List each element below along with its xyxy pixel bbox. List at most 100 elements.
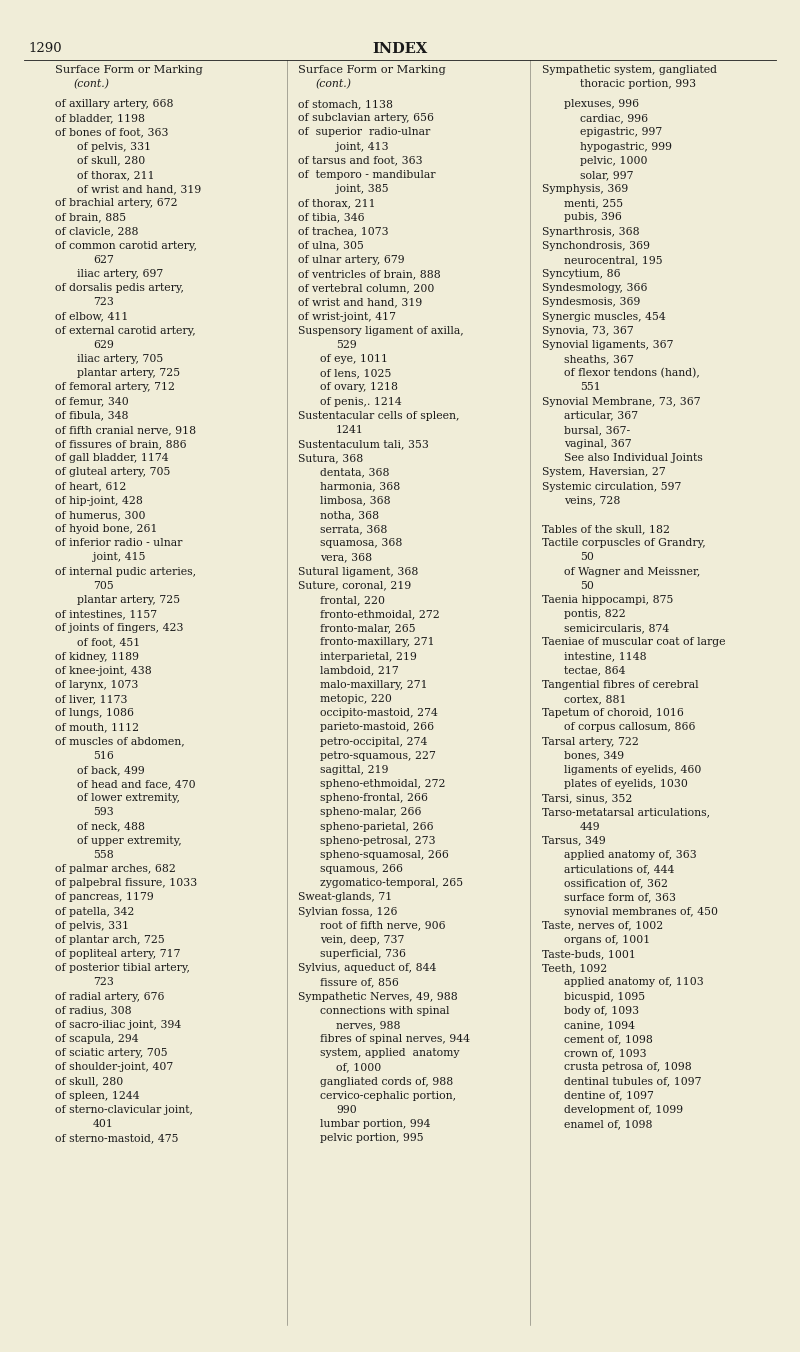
Text: 723: 723 — [93, 297, 114, 307]
Text: of ventricles of brain, 888: of ventricles of brain, 888 — [298, 269, 441, 279]
Text: of radius, 308: of radius, 308 — [55, 1006, 132, 1015]
Text: of scapula, 294: of scapula, 294 — [55, 1034, 138, 1044]
Text: Syncytium, 86: Syncytium, 86 — [542, 269, 621, 279]
Text: cement of, 1098: cement of, 1098 — [564, 1034, 653, 1044]
Text: neurocentral, 195: neurocentral, 195 — [564, 254, 662, 265]
Text: 723: 723 — [93, 977, 114, 987]
Text: of external carotid artery,: of external carotid artery, — [55, 326, 196, 335]
Text: occipito-mastoid, 274: occipito-mastoid, 274 — [320, 708, 438, 718]
Text: of tibia, 346: of tibia, 346 — [298, 212, 365, 222]
Text: 990: 990 — [336, 1105, 357, 1115]
Text: crusta petrosa of, 1098: crusta petrosa of, 1098 — [564, 1063, 692, 1072]
Text: of upper extremity,: of upper extremity, — [77, 836, 182, 845]
Text: of wrist and hand, 319: of wrist and hand, 319 — [298, 297, 422, 307]
Text: 593: 593 — [93, 807, 114, 818]
Text: frontal, 220: frontal, 220 — [320, 595, 385, 604]
Text: organs of, 1001: organs of, 1001 — [564, 934, 650, 945]
Text: of fissures of brain, 886: of fissures of brain, 886 — [55, 439, 186, 449]
Text: surface form of, 363: surface form of, 363 — [564, 892, 676, 902]
Text: development of, 1099: development of, 1099 — [564, 1105, 683, 1115]
Text: of brachial artery, 672: of brachial artery, 672 — [55, 199, 178, 208]
Text: of ulnar artery, 679: of ulnar artery, 679 — [298, 254, 405, 265]
Text: of plantar arch, 725: of plantar arch, 725 — [55, 934, 165, 945]
Text: of flexor tendons (hand),: of flexor tendons (hand), — [564, 368, 700, 379]
Text: joint, 415: joint, 415 — [93, 553, 146, 562]
Text: synovial membranes of, 450: synovial membranes of, 450 — [564, 906, 718, 917]
Text: 629: 629 — [93, 339, 114, 350]
Text: of femoral artery, 712: of femoral artery, 712 — [55, 383, 175, 392]
Text: of  superior  radio-ulnar: of superior radio-ulnar — [298, 127, 430, 138]
Text: Symphysis, 369: Symphysis, 369 — [542, 184, 628, 193]
Text: of internal pudic arteries,: of internal pudic arteries, — [55, 566, 196, 576]
Text: enamel of, 1098: enamel of, 1098 — [564, 1119, 653, 1129]
Text: of ovary, 1218: of ovary, 1218 — [320, 383, 398, 392]
Text: parieto-mastoid, 266: parieto-mastoid, 266 — [320, 722, 434, 733]
Text: of fifth cranial nerve, 918: of fifth cranial nerve, 918 — [55, 425, 196, 435]
Text: 551: 551 — [580, 383, 601, 392]
Text: of pelvis, 331: of pelvis, 331 — [77, 142, 151, 151]
Text: cervico-cephalic portion,: cervico-cephalic portion, — [320, 1091, 456, 1101]
Text: of palpebral fissure, 1033: of palpebral fissure, 1033 — [55, 879, 198, 888]
Text: metopic, 220: metopic, 220 — [320, 694, 392, 704]
Text: spheno-petrosal, 273: spheno-petrosal, 273 — [320, 836, 436, 845]
Text: of humerus, 300: of humerus, 300 — [55, 510, 146, 519]
Text: of penis,. 1214: of penis,. 1214 — [320, 396, 402, 407]
Text: vein, deep, 737: vein, deep, 737 — [320, 934, 404, 945]
Text: of head and face, 470: of head and face, 470 — [77, 779, 196, 790]
Text: Sylvius, aqueduct of, 844: Sylvius, aqueduct of, 844 — [298, 963, 436, 973]
Text: of tarsus and foot, 363: of tarsus and foot, 363 — [298, 155, 422, 166]
Text: of intestines, 1157: of intestines, 1157 — [55, 608, 157, 619]
Text: intestine, 1148: intestine, 1148 — [564, 652, 646, 661]
Text: plexuses, 996: plexuses, 996 — [564, 99, 639, 110]
Text: dentinal tubules of, 1097: dentinal tubules of, 1097 — [564, 1076, 702, 1087]
Text: squamous, 266: squamous, 266 — [320, 864, 403, 873]
Text: of joints of fingers, 423: of joints of fingers, 423 — [55, 623, 183, 633]
Text: Tapetum of choroid, 1016: Tapetum of choroid, 1016 — [542, 708, 684, 718]
Text: 1290: 1290 — [28, 42, 62, 55]
Text: of subclavian artery, 656: of subclavian artery, 656 — [298, 114, 434, 123]
Text: Syndesmosis, 369: Syndesmosis, 369 — [542, 297, 640, 307]
Text: root of fifth nerve, 906: root of fifth nerve, 906 — [320, 921, 446, 930]
Text: fibres of spinal nerves, 944: fibres of spinal nerves, 944 — [320, 1034, 470, 1044]
Text: of corpus callosum, 866: of corpus callosum, 866 — [564, 722, 695, 733]
Text: of, 1000: of, 1000 — [336, 1063, 382, 1072]
Text: of muscles of abdomen,: of muscles of abdomen, — [55, 737, 185, 746]
Text: cardiac, 996: cardiac, 996 — [580, 114, 648, 123]
Text: Synovial Membrane, 73, 367: Synovial Membrane, 73, 367 — [542, 396, 701, 407]
Text: dentine of, 1097: dentine of, 1097 — [564, 1091, 654, 1101]
Text: of pancreas, 1179: of pancreas, 1179 — [55, 892, 154, 902]
Text: Synchondrosis, 369: Synchondrosis, 369 — [542, 241, 650, 250]
Text: lambdoid, 217: lambdoid, 217 — [320, 665, 398, 676]
Text: of gluteal artery, 705: of gluteal artery, 705 — [55, 468, 170, 477]
Text: fissure of, 856: fissure of, 856 — [320, 977, 399, 987]
Text: bursal, 367-: bursal, 367- — [564, 425, 630, 435]
Text: sheaths, 367: sheaths, 367 — [564, 354, 634, 364]
Text: Surface Form or Marking: Surface Form or Marking — [298, 65, 446, 74]
Text: of sterno-clavicular joint,: of sterno-clavicular joint, — [55, 1105, 193, 1115]
Text: pelvic portion, 995: pelvic portion, 995 — [320, 1133, 424, 1144]
Text: harmonia, 368: harmonia, 368 — [320, 481, 400, 492]
Text: Systemic circulation, 597: Systemic circulation, 597 — [542, 481, 682, 492]
Text: of clavicle, 288: of clavicle, 288 — [55, 227, 138, 237]
Text: Synovial ligaments, 367: Synovial ligaments, 367 — [542, 339, 674, 350]
Text: of radial artery, 676: of radial artery, 676 — [55, 991, 165, 1002]
Text: of kidney, 1189: of kidney, 1189 — [55, 652, 139, 661]
Text: Sutural ligament, 368: Sutural ligament, 368 — [298, 566, 418, 576]
Text: Taeniae of muscular coat of large: Taeniae of muscular coat of large — [542, 637, 726, 648]
Text: sagittal, 219: sagittal, 219 — [320, 765, 389, 775]
Text: 627: 627 — [93, 254, 114, 265]
Text: plantar artery, 725: plantar artery, 725 — [77, 595, 180, 604]
Text: of posterior tibial artery,: of posterior tibial artery, — [55, 963, 190, 973]
Text: System, Haversian, 27: System, Haversian, 27 — [542, 468, 666, 477]
Text: of thorax, 211: of thorax, 211 — [298, 199, 376, 208]
Text: connections with spinal: connections with spinal — [320, 1006, 450, 1015]
Text: solar, 997: solar, 997 — [580, 170, 634, 180]
Text: fronto-malar, 265: fronto-malar, 265 — [320, 623, 416, 633]
Text: interparietal, 219: interparietal, 219 — [320, 652, 417, 661]
Text: 705: 705 — [93, 580, 114, 591]
Text: Synergic muscles, 454: Synergic muscles, 454 — [542, 311, 666, 322]
Text: of ulna, 305: of ulna, 305 — [298, 241, 364, 250]
Text: petro-occipital, 274: petro-occipital, 274 — [320, 737, 427, 746]
Text: of wrist-joint, 417: of wrist-joint, 417 — [298, 311, 396, 322]
Text: of Wagner and Meissner,: of Wagner and Meissner, — [564, 566, 700, 576]
